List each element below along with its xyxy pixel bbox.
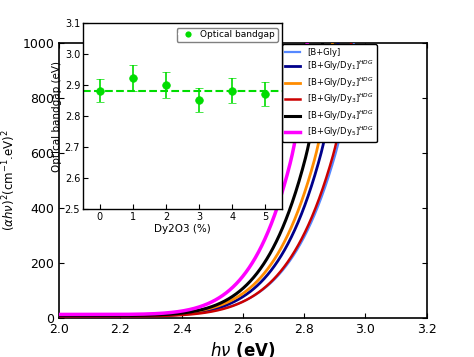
Y-axis label: Optical bandgap (eV): Optical bandgap (eV) [52,61,62,171]
Legend: [B+Gly], [B+Gly/Dy$_1$]$^{HDG}$, [B+Gly/Dy$_2$]$^{HDG}$, [B+Gly/Dy$_3$]$^{HDG}$,: [B+Gly], [B+Gly/Dy$_1$]$^{HDG}$, [B+Gly/… [282,44,377,142]
X-axis label: $h\nu$ (eV): $h\nu$ (eV) [210,340,276,357]
Legend: Optical bandgap: Optical bandgap [177,28,277,42]
Y-axis label: $(\alpha h\nu)^2$(cm$^{-1}$.eV)$^2$: $(\alpha h\nu)^2$(cm$^{-1}$.eV)$^2$ [1,129,18,231]
X-axis label: Dy2O3 (%): Dy2O3 (%) [154,225,211,235]
